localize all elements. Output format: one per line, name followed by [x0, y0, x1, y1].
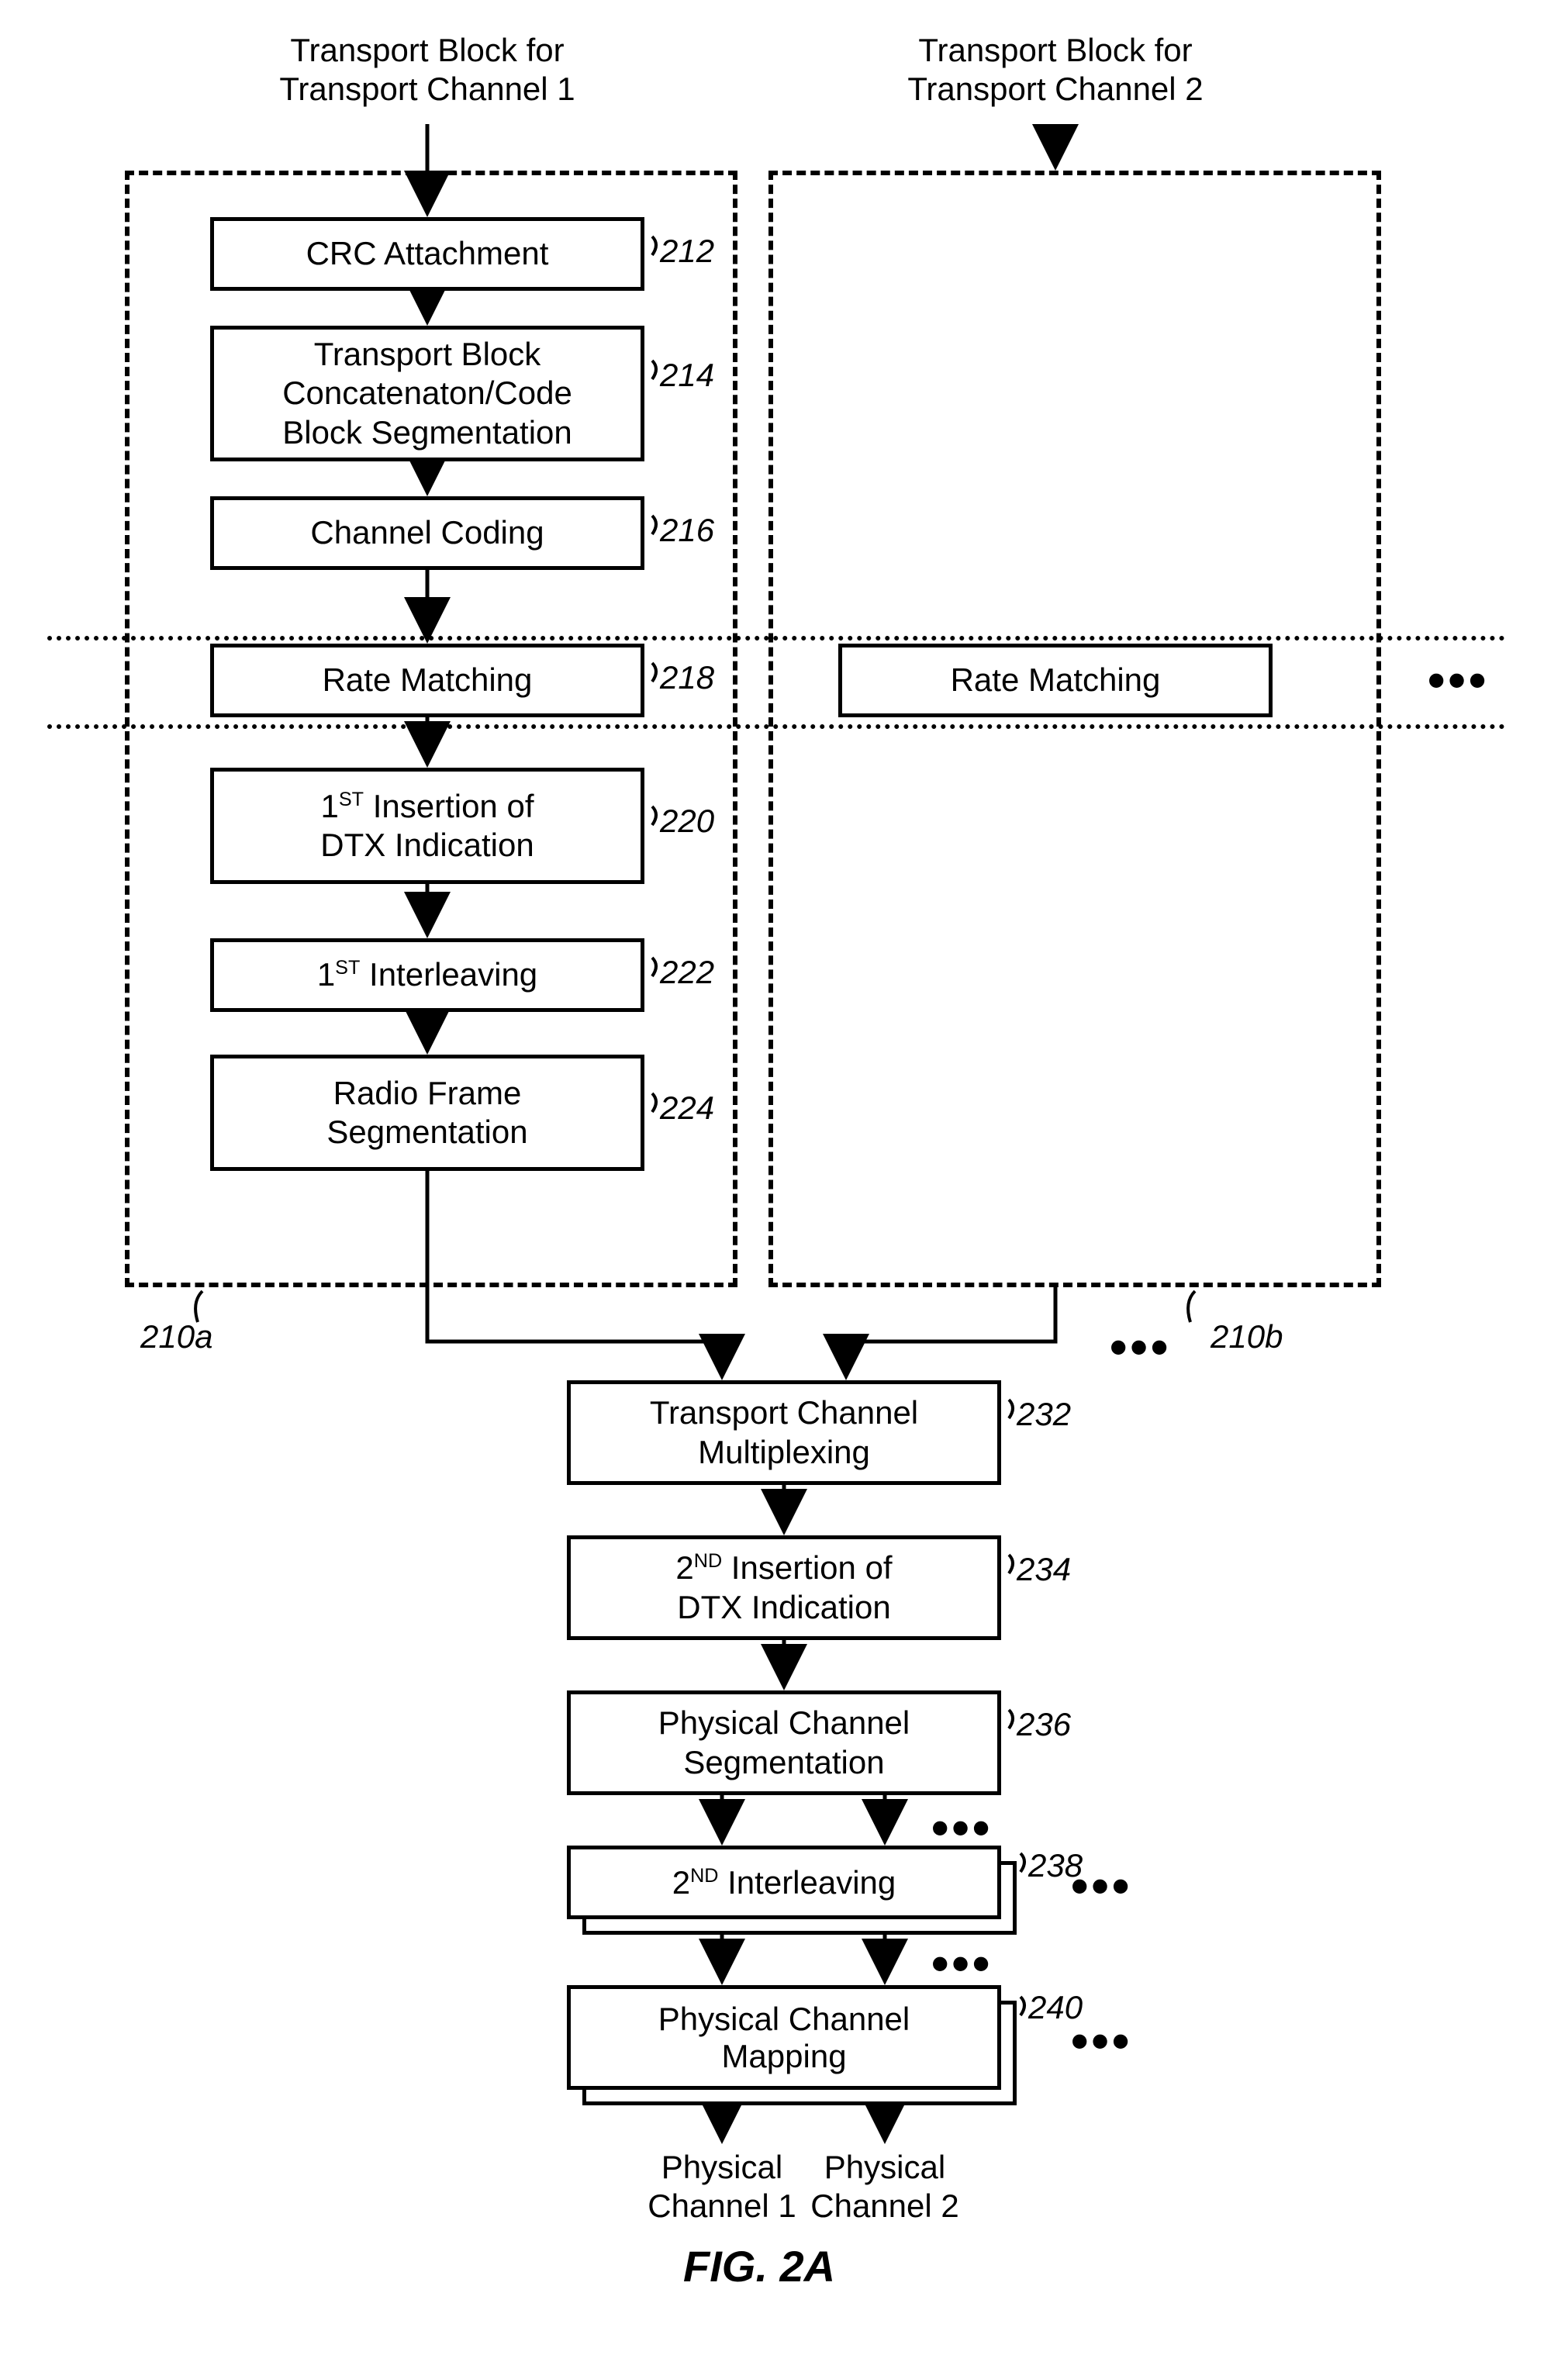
output-ph2-label: PhysicalChannel 2: [807, 2148, 962, 2226]
text: PhysicalChannel 2: [810, 2149, 958, 2224]
text: 1ST Insertion ofDTX Indication: [320, 787, 534, 865]
ref-210b: 210b: [1211, 1318, 1283, 1355]
text: Channel Coding: [310, 513, 544, 552]
text: CRC Attachment: [306, 234, 549, 273]
input-ch2-label: Transport Block forTransport Channel 2: [877, 31, 1234, 109]
text: Transport BlockConcatenaton/CodeBlock Se…: [282, 335, 572, 452]
text: Transport Block forTransport Channel 2: [907, 32, 1203, 107]
box-222: 1ST Interleaving: [210, 938, 644, 1012]
figure-title: FIG. 2A: [683, 2241, 835, 2291]
ref-210a: 210a: [140, 1318, 212, 1355]
input-ch1-label: Transport Block forTransport Channel 1: [249, 31, 606, 109]
text: PhysicalChannel 1: [648, 2149, 796, 2224]
text: Transport Block forTransport Channel 1: [279, 32, 575, 107]
output-ph1-label: PhysicalChannel 1: [644, 2148, 800, 2226]
ellipsis-2: •••: [1110, 1318, 1171, 1376]
ref-234: 234: [1017, 1551, 1071, 1588]
group-210b: [768, 171, 1381, 1287]
ellipsis-1: •••: [1428, 651, 1489, 709]
box-220: 1ST Insertion ofDTX Indication: [210, 768, 644, 884]
ref-224: 224: [660, 1089, 714, 1127]
text: Transport ChannelMultiplexing: [650, 1393, 918, 1472]
ref-216: 216: [660, 512, 714, 549]
text: Physical ChannelMapping: [658, 2001, 910, 2075]
ref-236: 236: [1017, 1706, 1071, 1743]
text: Rate Matching: [323, 661, 533, 699]
box-234: 2ND Insertion ofDTX Indication: [567, 1535, 1001, 1640]
box-236: Physical ChannelSegmentation: [567, 1690, 1001, 1795]
box-238: 2ND Interleaving: [567, 1846, 1017, 1935]
box-212: CRC Attachment: [210, 217, 644, 291]
diagram-canvas: Transport Block forTransport Channel 1 T…: [47, 31, 1521, 2280]
box-214: Transport BlockConcatenaton/CodeBlock Se…: [210, 326, 644, 461]
box-rate-matching-b: Rate Matching: [838, 644, 1273, 717]
ref-238: 238: [1028, 1847, 1083, 1884]
text: Physical ChannelSegmentation: [658, 1704, 910, 1782]
box-216: Channel Coding: [210, 496, 644, 570]
ref-222: 222: [660, 954, 714, 991]
text: 2ND Insertion ofDTX Indication: [675, 1549, 892, 1627]
box-232: Transport ChannelMultiplexing: [567, 1380, 1001, 1485]
ref-220: 220: [660, 803, 714, 840]
text: 2ND Interleaving: [672, 1864, 896, 1901]
ref-232: 232: [1017, 1396, 1071, 1433]
text: Rate Matching: [951, 661, 1161, 699]
ref-212: 212: [660, 233, 714, 270]
ref-214: 214: [660, 357, 714, 394]
text: Radio FrameSegmentation: [326, 1074, 527, 1152]
text: 1ST Interleaving: [317, 955, 537, 994]
box-218: Rate Matching: [210, 644, 644, 717]
ref-218: 218: [660, 659, 714, 696]
box-240: Physical ChannelMapping: [567, 1985, 1017, 2105]
ellipsis-5: •••: [931, 1935, 993, 1992]
ref-240: 240: [1028, 1989, 1083, 2026]
box-224: Radio FrameSegmentation: [210, 1055, 644, 1171]
